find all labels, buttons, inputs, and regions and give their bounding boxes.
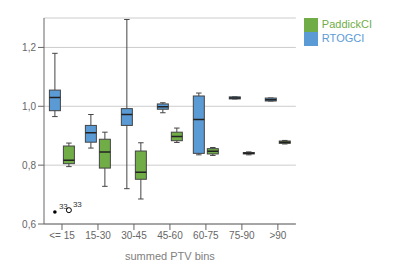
svg-text:33: 33 [73,200,82,209]
svg-text:15-30: 15-30 [85,230,111,241]
svg-text:60-75: 60-75 [193,230,219,241]
svg-text:0,6: 0,6 [22,219,36,230]
svg-text:75-90: 75-90 [229,230,255,241]
html-text:PaddickCI: PaddickCI [321,18,372,30]
svg-text:summed PTV bins: summed PTV bins [125,250,215,262]
svg-text:1,2: 1,2 [22,42,36,53]
svg-text:0,8: 0,8 [22,160,36,171]
svg-text:1,0: 1,0 [22,101,36,112]
svg-text:33: 33 [58,201,68,211]
svg-text:30-45: 30-45 [121,230,147,241]
html-text:RTOGCI: RTOGCI [321,32,365,45]
svg-text:>90: >90 [269,230,286,241]
svg-text:<= 15: <= 15 [49,230,75,241]
svg-text:45-60: 45-60 [157,230,183,241]
